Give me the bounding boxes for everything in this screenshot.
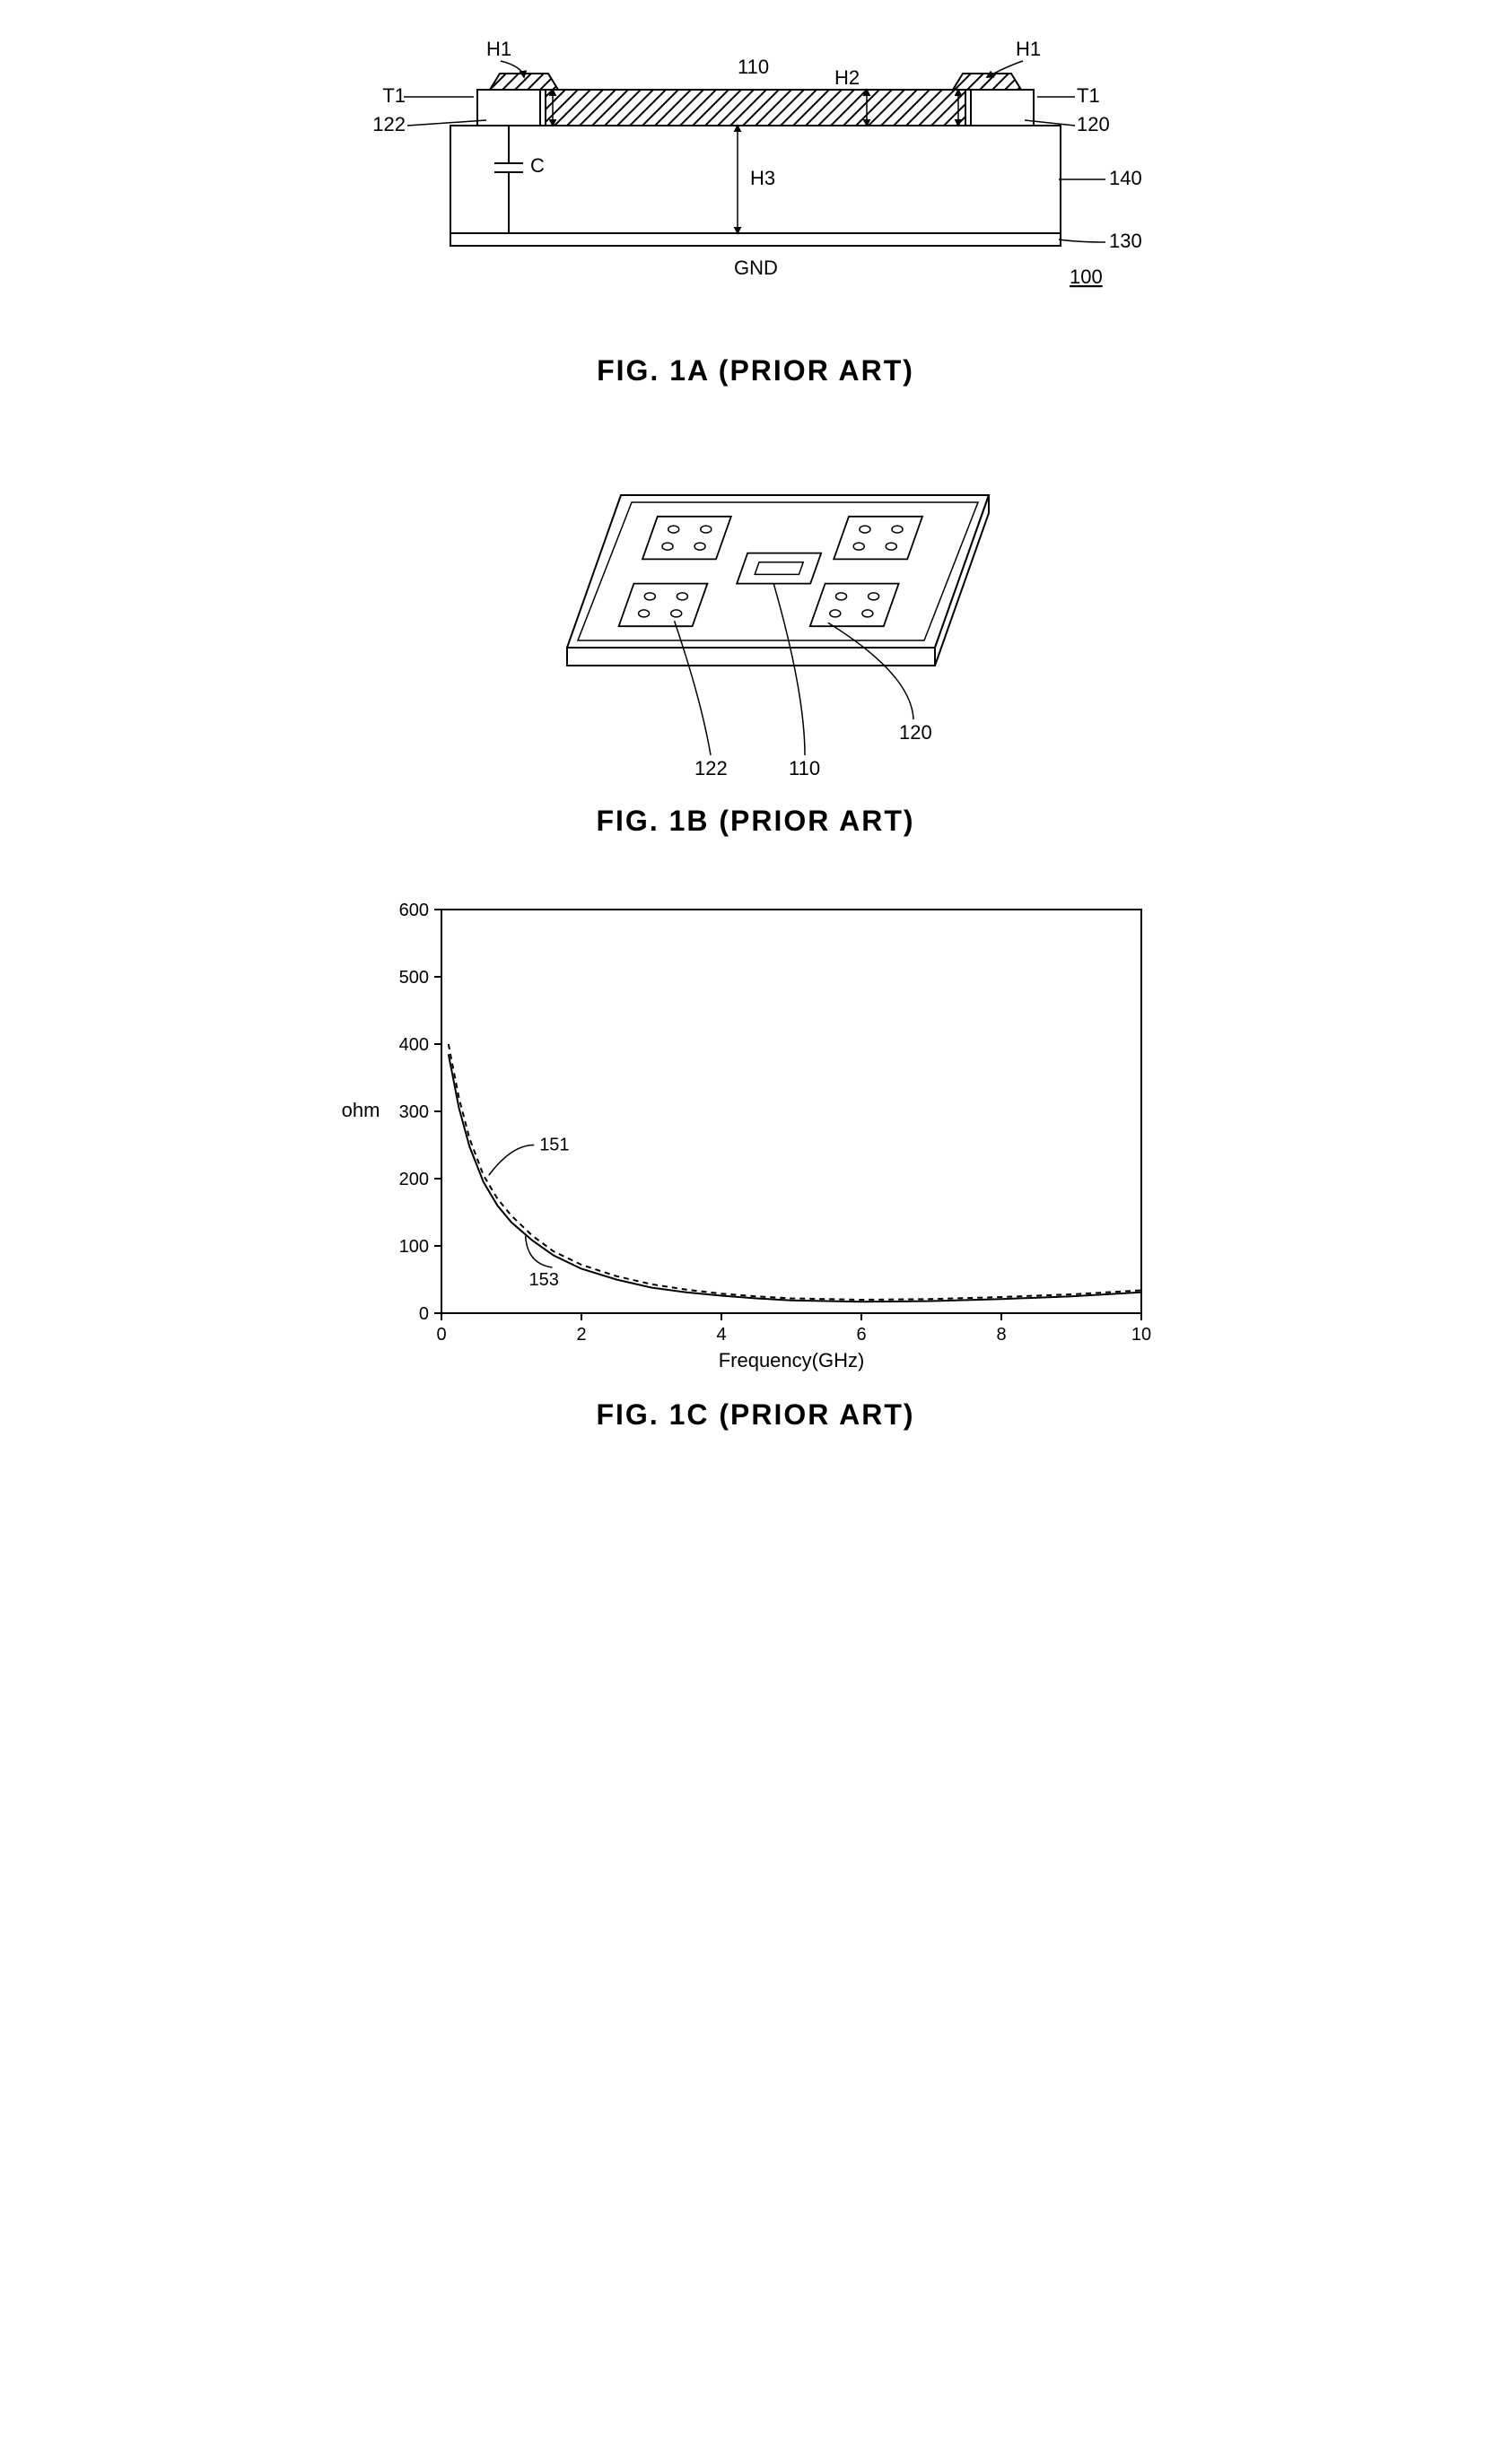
fig1b-svg: 122 110 120 [441, 441, 1070, 782]
figure-1c: 02468100100200300400500600Frequency(GHz)… [307, 892, 1204, 1432]
svg-text:151: 151 [539, 1136, 569, 1155]
svg-text:140: 140 [1109, 167, 1142, 189]
svg-text:600: 600 [399, 901, 429, 920]
svg-text:4: 4 [716, 1325, 726, 1345]
svg-text:8: 8 [996, 1325, 1006, 1345]
svg-text:120: 120 [1077, 113, 1110, 135]
svg-text:H1: H1 [1016, 38, 1041, 60]
svg-text:300: 300 [399, 1102, 429, 1122]
svg-text:H3: H3 [750, 167, 775, 189]
svg-text:10: 10 [1131, 1325, 1151, 1345]
svg-text:Frequency(GHz): Frequency(GHz) [719, 1349, 865, 1371]
figure-1a: H1 H1 110 T1 T1 122 120 H2 H3 C 140 130 GND 100 FIG. … [307, 36, 1204, 387]
fig1a-svg: H1 H1 110 T1 T1 122 120 H2 H3 C 140 130 GND 100 [343, 36, 1168, 332]
fig1a-caption: FIG. 1A (PRIOR ART) [307, 354, 1204, 387]
figure-1b: 122 110 120 FIG. 1B (PRIOR ART) [307, 441, 1204, 838]
svg-text:153: 153 [529, 1270, 559, 1290]
svg-text:0: 0 [419, 1304, 429, 1324]
fig1c-caption: FIG. 1C (PRIOR ART) [307, 1398, 1204, 1432]
svg-text:100: 100 [399, 1237, 429, 1257]
svg-text:110: 110 [789, 757, 820, 779]
svg-text:GND: GND [734, 257, 778, 279]
svg-text:0: 0 [436, 1325, 446, 1345]
svg-text:H2: H2 [834, 66, 860, 89]
svg-text:100: 100 [1070, 266, 1103, 288]
svg-text:130: 130 [1109, 230, 1142, 252]
svg-text:400: 400 [399, 1035, 429, 1055]
svg-text:6: 6 [856, 1325, 866, 1345]
svg-text:122: 122 [694, 757, 728, 779]
svg-text:ohm: ohm [342, 1099, 380, 1121]
svg-text:H1: H1 [486, 38, 511, 60]
svg-text:T1: T1 [1077, 84, 1100, 107]
svg-text:110: 110 [738, 56, 769, 78]
svg-text:2: 2 [576, 1325, 586, 1345]
svg-text:500: 500 [399, 968, 429, 988]
svg-text:122: 122 [372, 113, 406, 135]
svg-text:200: 200 [399, 1170, 429, 1189]
svg-text:C: C [530, 154, 545, 177]
svg-text:T1: T1 [382, 84, 406, 107]
fig1b-caption: FIG. 1B (PRIOR ART) [307, 805, 1204, 838]
fig1c-svg: 02468100100200300400500600Frequency(GHz)… [334, 892, 1177, 1376]
svg-text:120: 120 [899, 721, 932, 744]
